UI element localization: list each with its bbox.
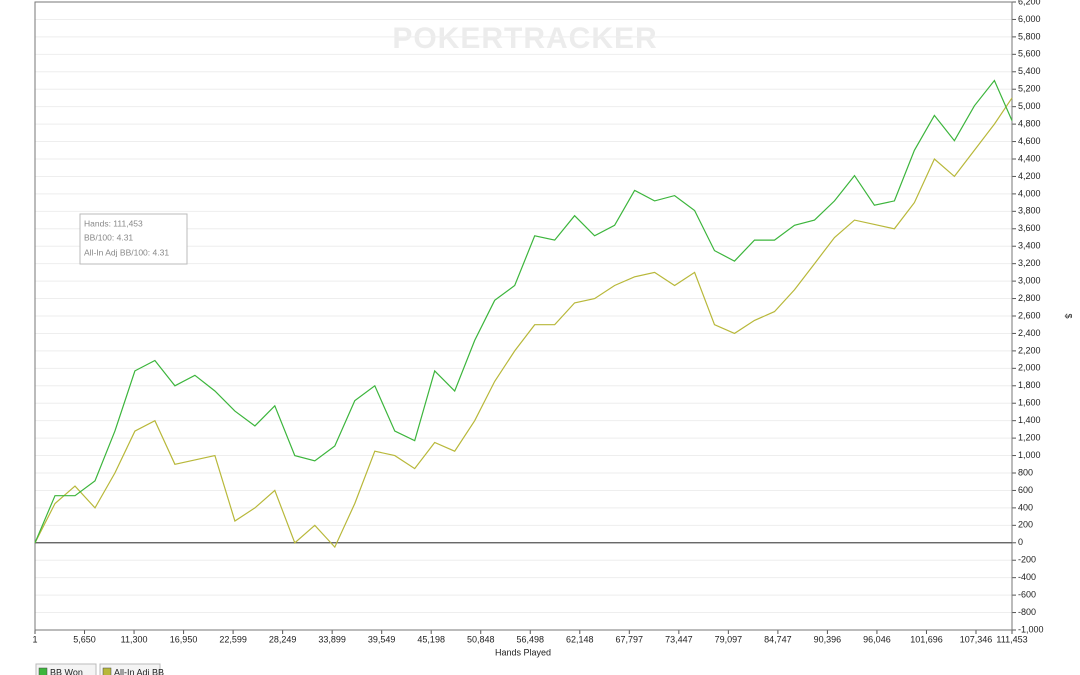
y-tick-label: 1,000 [1018, 450, 1041, 460]
x-tick-label: 50,848 [467, 634, 495, 644]
x-tick-label: 90,396 [814, 634, 842, 644]
legend-label: BB Won [50, 667, 83, 675]
x-tick-label: 107,346 [960, 634, 993, 644]
y-tick-label: 4,400 [1018, 153, 1041, 163]
legend-swatch [102, 667, 112, 675]
info-box-frame [79, 213, 188, 265]
info-line: All-In Adj BB/100: 4.31 [84, 247, 169, 257]
x-tick-label: 45,198 [417, 634, 445, 644]
y-tick-label: 5,400 [1018, 66, 1041, 76]
x-tick-label: 1 [32, 634, 37, 644]
x-tick-label: 16,950 [170, 634, 198, 644]
x-tick-label: 96,046 [863, 634, 891, 644]
y-tick-label: 200 [1018, 520, 1033, 530]
y-tick-label: 2,800 [1018, 293, 1041, 303]
y-tick-label: 3,200 [1018, 258, 1041, 268]
y-tick-label: 6,200 [1018, 0, 1041, 6]
y-axis-label: $ [1064, 313, 1074, 318]
y-tick-label: 3,600 [1018, 223, 1041, 233]
x-tick-label: 67,797 [616, 634, 644, 644]
y-tick-label: 400 [1018, 502, 1033, 512]
y-tick-label: -400 [1018, 572, 1036, 582]
x-axis-label: Hands Played [495, 647, 551, 657]
info-line: Hands: 111,453 [84, 218, 143, 228]
y-tick-label: 800 [1018, 467, 1033, 477]
y-tick-label: -800 [1018, 607, 1036, 617]
y-tick-label: 3,800 [1018, 206, 1041, 216]
x-tick-label: 79,097 [715, 634, 743, 644]
series-line [34, 97, 1013, 549]
y-tick-label: 5,600 [1018, 49, 1041, 59]
y-tick-label: 4,000 [1018, 188, 1041, 198]
y-tick-label: 5,000 [1018, 101, 1041, 111]
watermark: POKERTRACKER [392, 22, 657, 55]
y-tick-label: 4,800 [1018, 118, 1041, 128]
y-tick-label: 3,000 [1018, 275, 1041, 285]
y-tick-label: 1,200 [1018, 432, 1041, 442]
y-tick-label: -1,000 [1018, 624, 1044, 634]
x-tick-label: 33,899 [318, 634, 346, 644]
x-tick-label: 84,747 [764, 634, 792, 644]
y-tick-label: 1,600 [1018, 398, 1041, 408]
x-tick-label: 11,300 [121, 634, 148, 644]
y-tick-label: 2,400 [1018, 328, 1041, 338]
info-box: Hands: 111,453 BB/100: 4.31 All-In Adj B… [79, 213, 188, 265]
plot-frame [34, 1, 1013, 631]
legend-frame [35, 663, 97, 675]
legend-swatch [38, 667, 48, 675]
x-tick-label: 73,447 [665, 634, 693, 644]
y-tick-label: 1,800 [1018, 380, 1041, 390]
x-tick-label: 62,148 [566, 634, 594, 644]
y-tick-label: 2,000 [1018, 363, 1041, 373]
legend-label: All-In Adj BB [114, 667, 164, 675]
y-tick-label: 4,600 [1018, 136, 1041, 146]
x-tick-label: 28,249 [269, 634, 297, 644]
y-tick-label: 1,400 [1018, 415, 1041, 425]
x-tick-label: 56,498 [516, 634, 544, 644]
y-tick-label: 5,200 [1018, 84, 1041, 94]
y-tick-label: 6,000 [1018, 14, 1041, 24]
y-tick-label: -600 [1018, 589, 1036, 599]
y-tick-label: 2,600 [1018, 310, 1041, 320]
y-tick-label: -200 [1018, 555, 1036, 565]
y-tick-label: 4,200 [1018, 171, 1041, 181]
info-line: BB/100: 4.31 [84, 232, 133, 242]
x-tick-label: 39,549 [368, 634, 396, 644]
y-tick-label: 5,800 [1018, 31, 1041, 41]
x-tick-label: 101,696 [910, 634, 943, 644]
x-tick-label: 111,453 [996, 634, 1027, 644]
y-tick-label: 0 [1018, 537, 1023, 547]
y-tick-label: 2,200 [1018, 345, 1041, 355]
series-line [34, 79, 1013, 544]
y-tick-label: 600 [1018, 485, 1033, 495]
x-tick-label: 5,650 [73, 634, 96, 644]
y-tick-label: 3,400 [1018, 241, 1041, 251]
legend-frame [99, 663, 161, 675]
x-tick-label: 22,599 [219, 634, 247, 644]
